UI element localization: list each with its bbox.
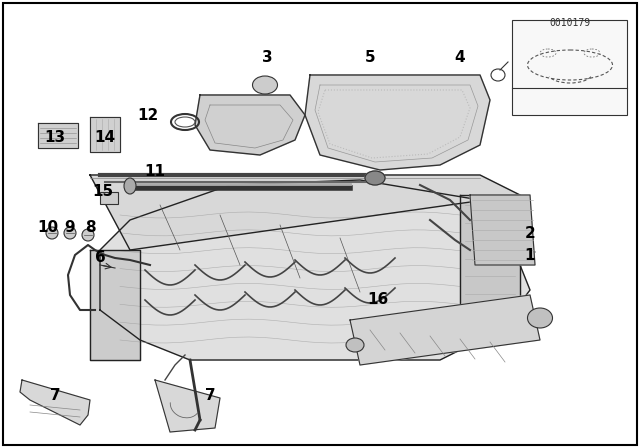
Text: 16: 16 [367,293,388,307]
Text: 9: 9 [65,220,76,236]
Polygon shape [20,380,90,425]
Polygon shape [100,180,530,360]
Polygon shape [155,380,220,432]
Ellipse shape [124,178,136,194]
Polygon shape [470,195,535,265]
Ellipse shape [253,76,278,94]
Text: 5: 5 [365,49,375,65]
Polygon shape [90,175,520,250]
Polygon shape [90,250,140,360]
Text: 7: 7 [205,388,215,402]
Text: 0010179: 0010179 [549,18,591,28]
Text: 15: 15 [92,185,113,199]
Polygon shape [195,95,305,155]
Text: 1: 1 [525,247,535,263]
Text: 3: 3 [262,49,272,65]
Text: 2: 2 [525,225,536,241]
Ellipse shape [365,171,385,185]
Circle shape [82,229,94,241]
Text: 6: 6 [95,250,106,264]
Text: 11: 11 [145,164,166,180]
Ellipse shape [527,308,552,328]
Polygon shape [90,117,120,152]
Polygon shape [460,195,520,340]
Polygon shape [305,75,490,170]
Ellipse shape [346,338,364,352]
Bar [100,192,118,204]
Text: 10: 10 [37,220,59,236]
Text: 7: 7 [50,388,60,402]
Text: 14: 14 [95,130,116,146]
Polygon shape [350,295,540,365]
Text: 13: 13 [44,130,65,146]
Text: 12: 12 [138,108,159,124]
Circle shape [46,227,58,239]
Text: 4: 4 [454,49,465,65]
Polygon shape [38,123,78,148]
Circle shape [64,227,76,239]
Text: 8: 8 [84,220,95,236]
Bar [512,20,627,115]
